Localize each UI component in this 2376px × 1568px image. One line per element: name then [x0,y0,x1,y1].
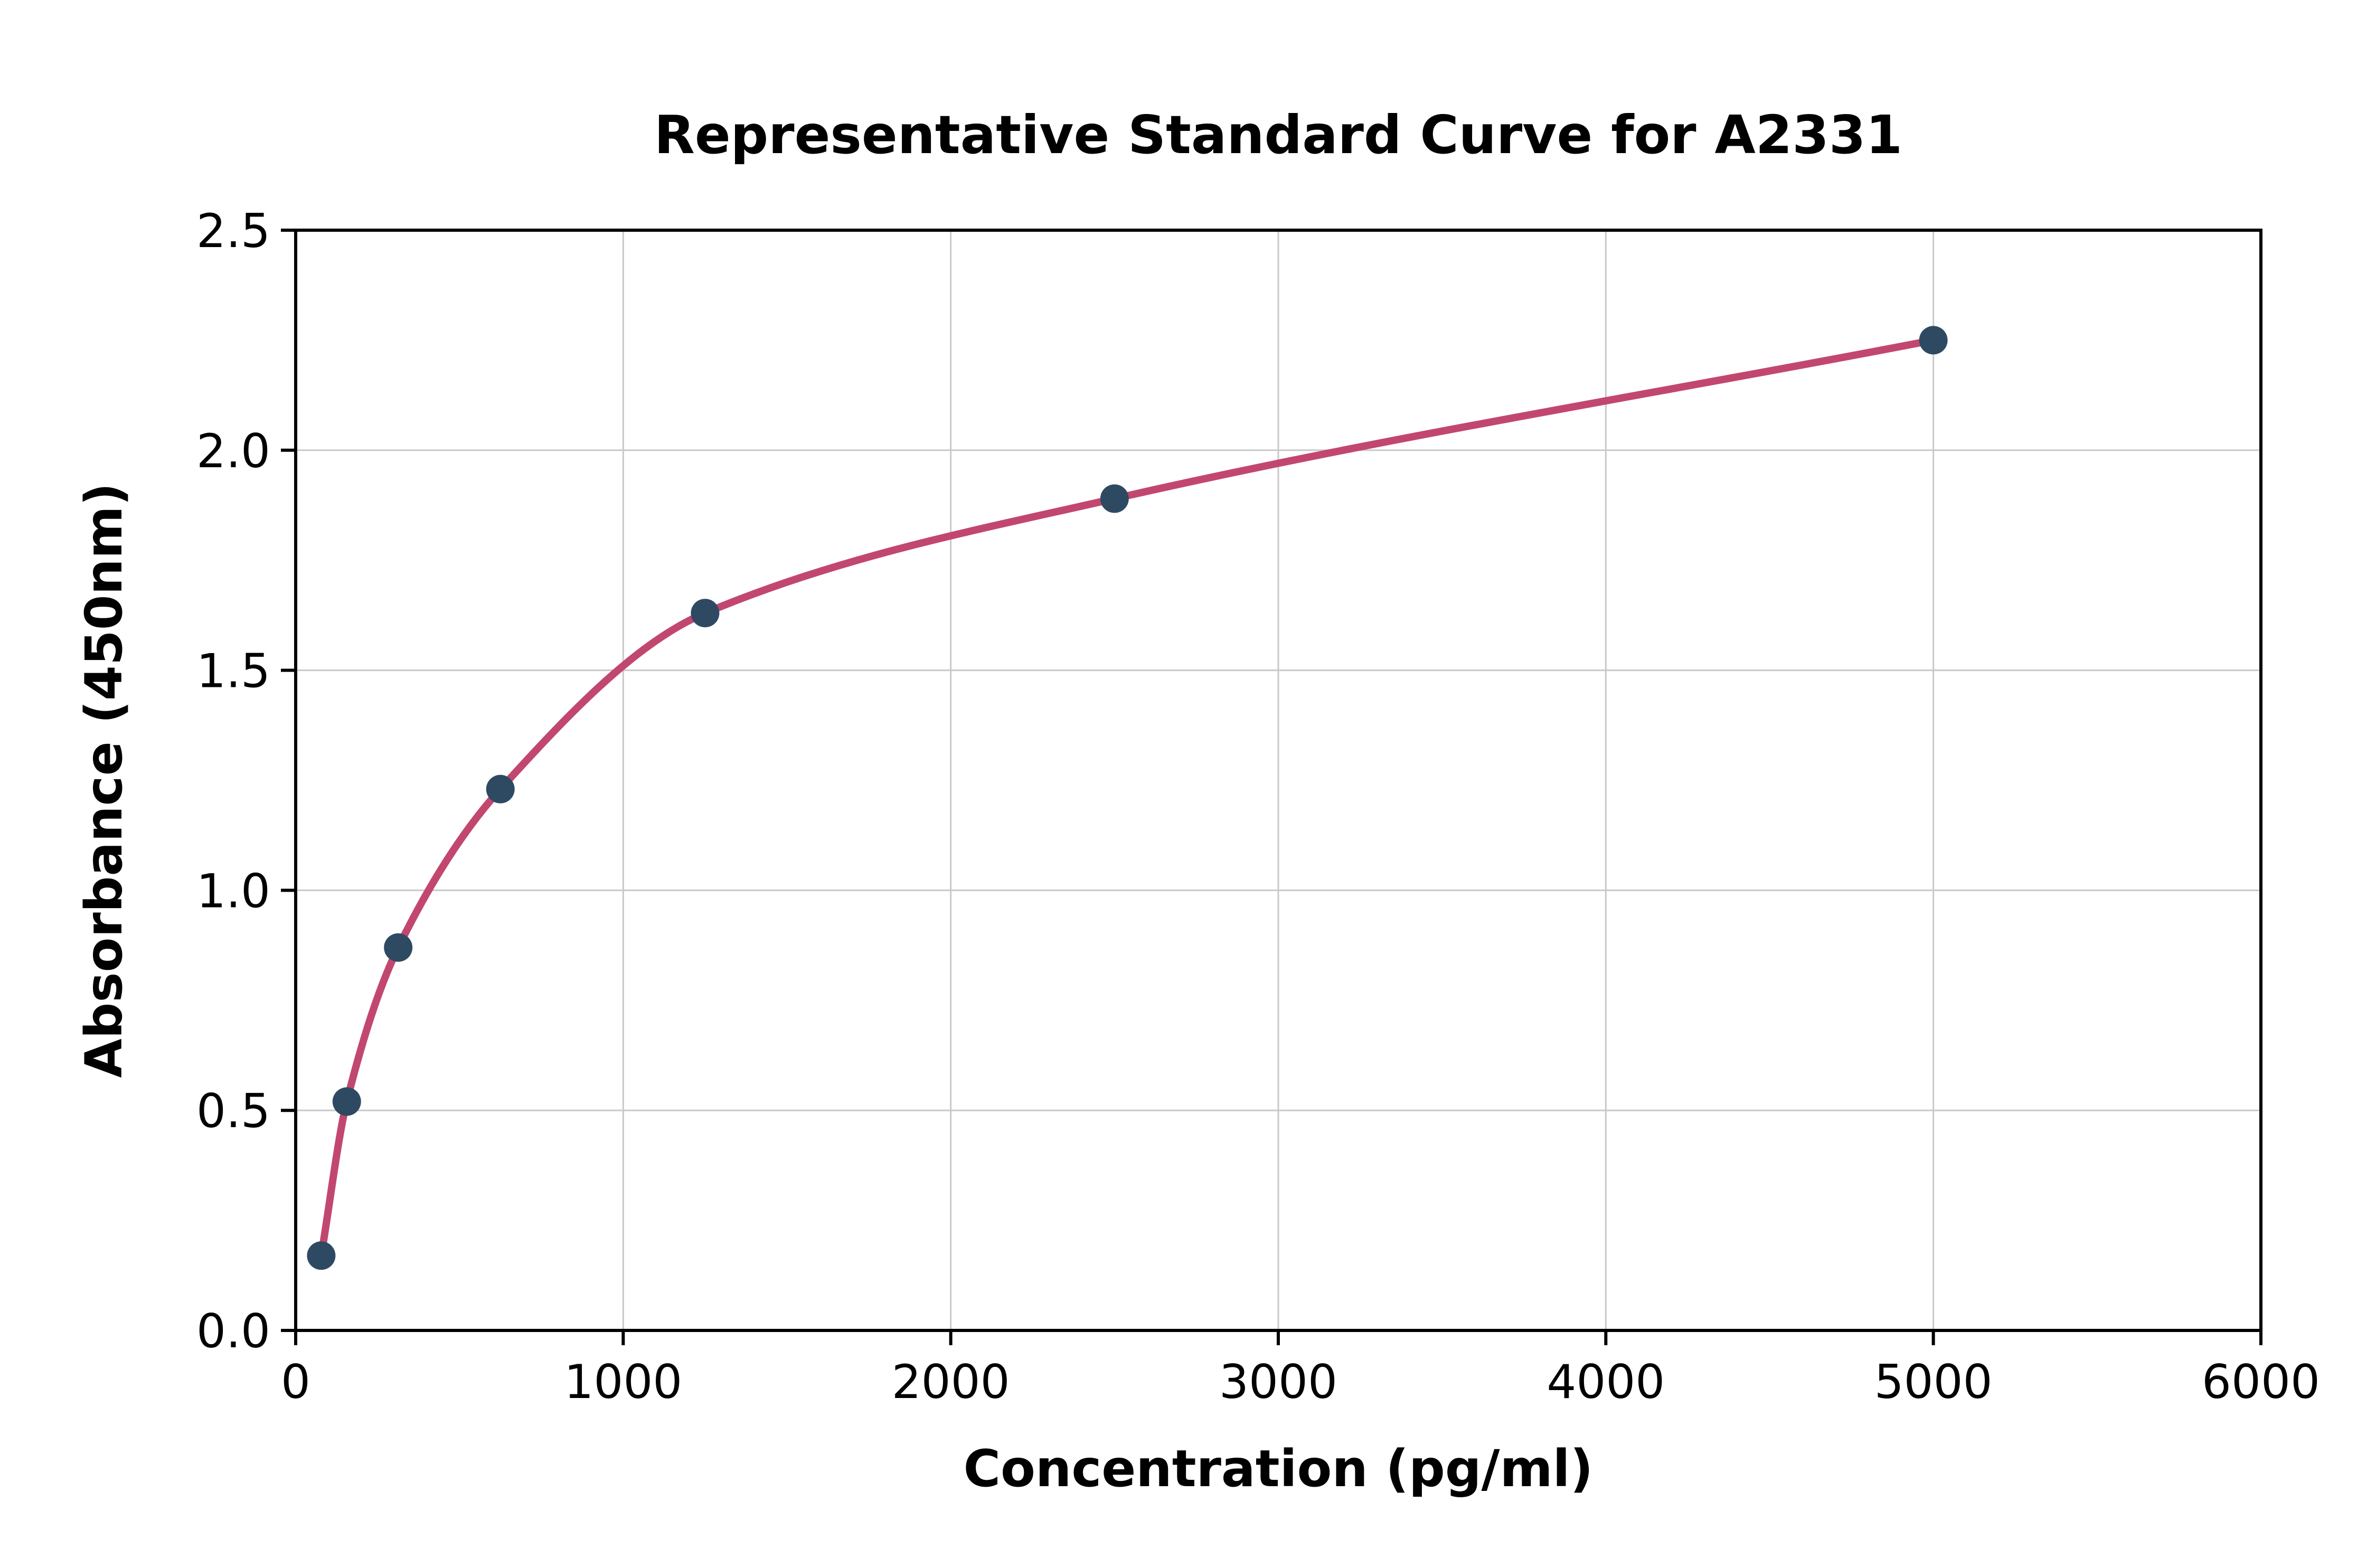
x-tick-label: 3000 [1219,1355,1337,1409]
y-tick-label: 1.5 [196,644,270,698]
y-axis-label: Absorbance (450nm) [74,483,134,1078]
x-tick-label: 1000 [564,1355,682,1409]
y-tick-label: 2.5 [196,204,270,258]
x-axis-label: Concentration (pg/ml) [964,1439,1594,1498]
x-tick-label: 0 [281,1355,310,1409]
y-tick-label: 0.5 [196,1084,270,1138]
data-point [691,599,720,628]
y-tick-label: 2.0 [196,424,270,478]
x-tick-label: 2000 [892,1355,1010,1409]
data-point [384,933,413,962]
data-point [332,1087,361,1116]
data-point [486,774,515,804]
data-point [1100,484,1129,513]
y-tick-label: 0.0 [196,1304,270,1358]
plot-area: 0 1000 2000 3000 4000 5000 6000 0.0 0.5 1.0 1.5 2.0… [196,204,2320,1409]
fit-curve [317,336,1937,1260]
y-tick-label: 1.0 [196,864,270,918]
data-point [1919,326,1948,355]
x-tick-label: 4000 [1547,1355,1665,1409]
x-tick-label: 6000 [2202,1355,2320,1409]
data-point [307,1241,336,1270]
x-tick-label: 5000 [1874,1355,1993,1409]
chart-title: Representative Standard Curve for A2331 [654,104,1902,166]
